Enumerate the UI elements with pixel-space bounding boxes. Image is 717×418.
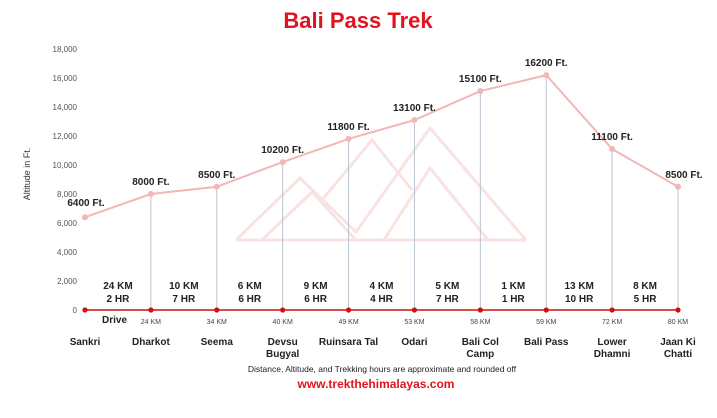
y-tick-label: 6,000 [57,219,78,228]
segment-hours: 7 HR [172,294,196,305]
y-tick-label: 18,000 [53,45,78,54]
altitude-point [609,146,616,153]
place-label: Devsu Bugyal [266,337,300,360]
altitude-label: 11100 Ft. [591,132,633,143]
place-label: Jaan Ki Chatti [660,337,696,360]
y-tick-label: 16,000 [53,74,78,83]
segment-hours: 4 HR [370,294,394,305]
altitude-line [84,73,679,219]
segment-distance: 6 KM [238,281,262,292]
cumulative-km-label: 80 KM [668,319,688,326]
segment-labels: 24 KM 2 HR 10 KM 7 HR 6 KM 6 HR 9 KM 6 HR 4 KM 4 … [103,281,657,305]
altitude-label: 8000 Ft. [132,177,169,188]
segment-hours: 7 HR [436,294,460,305]
altitude-point [477,88,484,95]
baseline-marker [280,307,286,313]
drop-lines [150,75,679,310]
segment-hours: 6 HR [238,294,262,305]
segment-distance: 1 KM [501,281,525,292]
baseline-marker [609,307,615,313]
chart-title: Bali Pass Trek [283,8,433,33]
place-label: Bali Col Camp [462,337,499,360]
segment-distance: 24 KM [103,281,132,292]
segment-hours: 2 HR [107,294,131,305]
altitude-label: 16200 Ft. [525,58,568,69]
website-link[interactable]: www.trekthehimalayas.com [297,377,455,391]
altitude-series [82,72,681,221]
segment-distance: 10 KM [169,281,198,292]
route-baseline [82,307,681,313]
segment-hours: 1 HR [502,294,526,305]
altitude-point [82,214,88,221]
baseline-marker [345,307,352,313]
baseline-marker [543,307,549,313]
point-labels: 6400 Ft. Sankri 8000 Ft. 24 KM Dharkot 8500 F… [67,58,702,360]
footnote: Distance, Altitude, and Trekking hours a… [248,364,517,374]
y-tick-label: 2,000 [57,277,78,286]
altitude-label: 13100 Ft. [393,103,436,114]
altitude-point [345,135,352,142]
cumulative-km-label: 49 KM [338,319,358,326]
cumulative-km-label: 53 KM [404,319,424,326]
altitude-point [543,72,550,79]
baseline-marker [477,307,483,313]
place-label: Odari [401,337,427,348]
drive-label: Drive [102,315,127,326]
place-label: Ruinsara Tal [319,337,378,348]
altitude-label: 8500 Ft. [665,170,702,181]
segment-distance: 13 KM [564,281,593,292]
place-label: Sankri [70,337,101,348]
y-tick-label: 10,000 [53,161,78,170]
cumulative-km-label: 34 KM [207,319,227,326]
altitude-point [279,159,286,166]
y-tick-label: 8,000 [57,190,78,199]
segment-distance: 5 KM [435,281,459,292]
y-axis-label: Altitude in Ft. [22,148,32,201]
altitude-label: 15100 Ft. [459,74,502,85]
altitude-point [213,183,220,190]
y-tick-label: 12,000 [53,132,78,141]
y-tick-label: 4,000 [57,248,78,257]
segment-distance: 9 KM [304,281,328,292]
altitude-label: 6400 Ft. [67,198,104,209]
place-label: Dharkot [132,337,170,348]
altitude-point [411,117,418,124]
place-label: Bali Pass [524,337,569,348]
segment-hours: 6 HR [304,294,328,305]
segment-hours: 10 HR [565,294,594,305]
place-label: Seema [201,337,234,348]
baseline-marker [675,307,681,313]
cumulative-km-label: 72 KM [602,319,622,326]
cumulative-km-label: 58 KM [470,319,490,326]
cumulative-km-label: 40 KM [273,319,293,326]
y-axis-ticks: 0 2,000 4,000 6,000 8,000 10,000 12,000 14,000 1… [53,45,78,315]
baseline-marker [82,307,88,313]
baseline-marker [148,307,154,313]
cumulative-km-label: 24 KM [141,319,161,326]
altitude-label: 11800 Ft. [327,122,369,133]
baseline-marker [214,307,220,313]
altitude-point [147,191,154,197]
y-tick-label: 14,000 [53,103,78,112]
y-tick-label: 0 [73,306,78,315]
cumulative-km-label: 59 KM [536,319,556,326]
segment-hours: 5 HR [634,294,658,305]
watermark-logo [234,125,528,242]
altitude-point [675,183,681,190]
place-label: Lower Dhamni [594,337,631,360]
baseline-marker [411,307,418,313]
segment-distance: 8 KM [633,281,657,292]
segment-distance: 4 KM [370,281,394,292]
altitude-label: 8500 Ft. [198,170,235,181]
altitude-label: 10200 Ft. [261,145,304,156]
